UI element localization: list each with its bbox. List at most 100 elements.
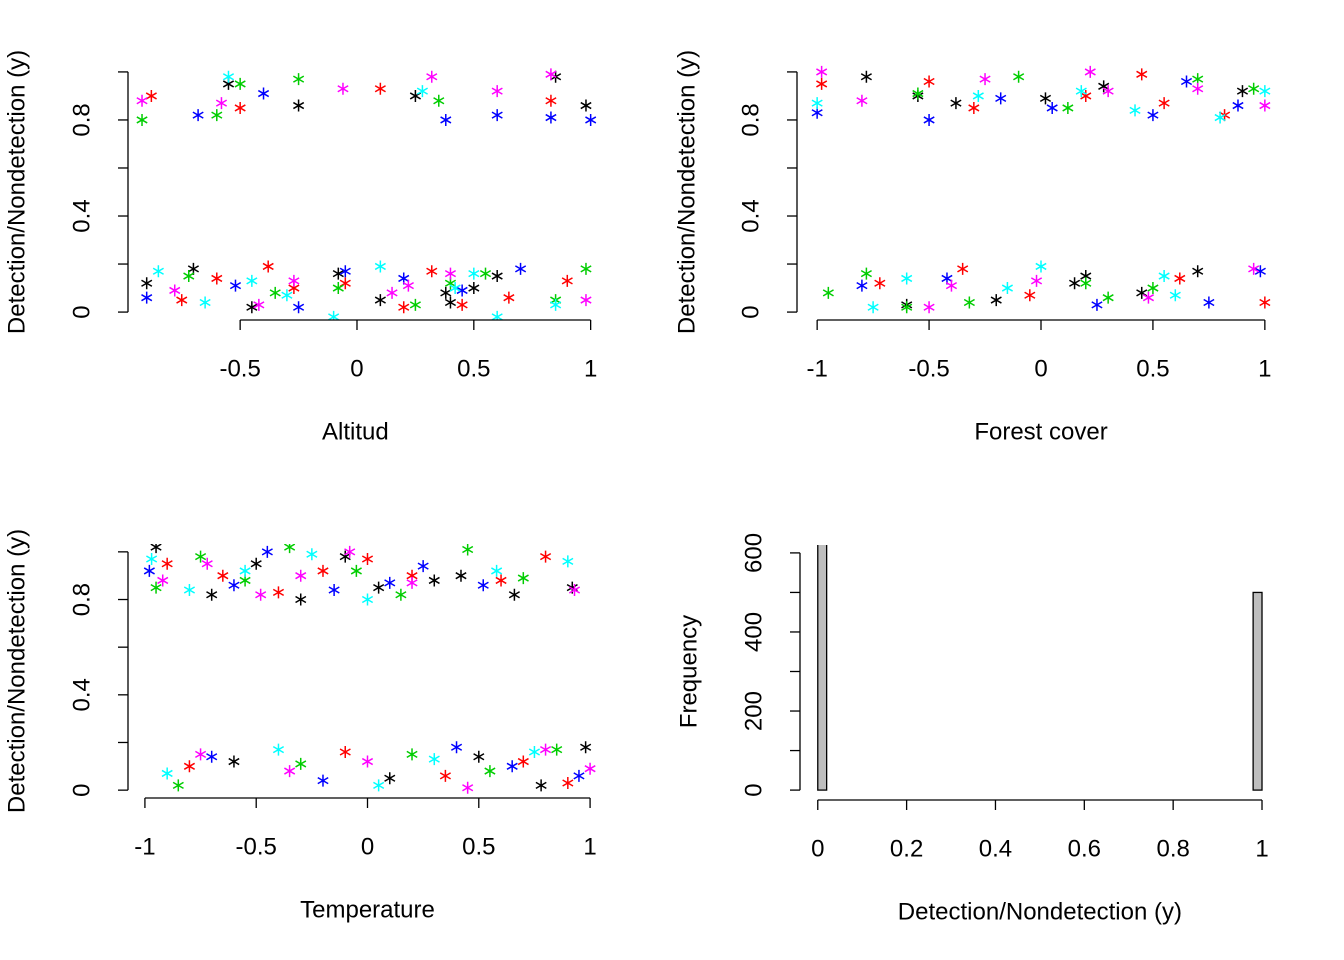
point xyxy=(1091,298,1103,311)
point xyxy=(172,779,184,792)
point xyxy=(455,569,467,582)
point xyxy=(426,265,438,278)
point xyxy=(373,581,385,594)
point xyxy=(384,576,396,589)
point xyxy=(229,279,242,292)
point xyxy=(963,296,975,309)
x-tick-label: 0.2 xyxy=(890,835,923,862)
point xyxy=(409,298,421,311)
point xyxy=(491,310,503,320)
point xyxy=(284,544,296,554)
point xyxy=(161,767,173,780)
point xyxy=(1254,265,1266,278)
plot-area xyxy=(817,545,1263,791)
point xyxy=(339,746,351,759)
point xyxy=(945,279,958,292)
point xyxy=(1147,282,1159,295)
point xyxy=(1192,265,1204,278)
point xyxy=(1158,270,1170,283)
point xyxy=(545,94,557,107)
point xyxy=(145,89,157,102)
y-axis-title: Frequency xyxy=(675,615,702,728)
point xyxy=(585,113,597,126)
panel: 0 0.4 0.8 -1 -0.5 0 0.5 1 Forest cover Detection/… xyxy=(673,50,1271,445)
x-axis-title: Detection/Nondetection (y) xyxy=(898,898,1182,925)
point xyxy=(1084,65,1096,78)
point xyxy=(361,553,374,566)
point xyxy=(1174,272,1186,285)
point xyxy=(234,77,246,90)
point xyxy=(295,569,307,582)
x-tick-label: 0.5 xyxy=(462,833,495,860)
point xyxy=(146,553,158,566)
x-tick-label: 0.8 xyxy=(1156,835,1189,862)
point xyxy=(211,272,223,285)
point xyxy=(250,557,262,570)
point xyxy=(860,70,872,83)
point xyxy=(157,574,169,587)
point xyxy=(860,267,872,280)
point xyxy=(228,755,240,768)
point xyxy=(217,569,229,582)
point xyxy=(295,593,307,606)
point xyxy=(440,113,452,126)
point xyxy=(972,89,984,102)
point xyxy=(398,301,410,314)
point xyxy=(317,774,329,787)
point xyxy=(1180,75,1193,88)
x-tick-label: -0.5 xyxy=(236,833,277,860)
y-tick-label: 0 xyxy=(68,305,95,318)
point xyxy=(306,548,318,561)
point xyxy=(361,593,374,606)
y-tick-label: 400 xyxy=(740,612,767,652)
y-tick-label: 0.4 xyxy=(68,199,95,232)
point xyxy=(811,97,823,110)
point xyxy=(990,294,1002,307)
point xyxy=(176,294,188,307)
point xyxy=(339,265,351,278)
point xyxy=(417,560,429,573)
point xyxy=(222,70,235,83)
point xyxy=(867,301,879,314)
point xyxy=(284,765,296,778)
point xyxy=(332,267,344,280)
point xyxy=(141,277,153,290)
point xyxy=(508,588,520,601)
point xyxy=(150,544,162,554)
point xyxy=(272,743,285,756)
x-tick-label: 0.5 xyxy=(457,355,490,382)
point xyxy=(517,572,529,585)
x-tick-label: -1 xyxy=(134,833,155,860)
point xyxy=(1248,82,1260,95)
point xyxy=(272,586,285,599)
x-tick-label: 1 xyxy=(1258,355,1271,382)
point xyxy=(161,557,173,570)
point xyxy=(1136,68,1148,81)
point xyxy=(1232,99,1244,112)
y-tick-label: 0.4 xyxy=(68,678,95,711)
point xyxy=(473,750,485,763)
point xyxy=(1236,85,1249,98)
point xyxy=(1136,286,1148,299)
point xyxy=(545,68,557,81)
point xyxy=(361,755,374,768)
point xyxy=(350,564,362,577)
point xyxy=(1080,277,1092,290)
point xyxy=(295,757,307,770)
y-tick-label: 0 xyxy=(737,305,764,318)
point xyxy=(183,760,196,773)
x-tick-label: 0 xyxy=(811,835,824,862)
point xyxy=(816,77,828,90)
point xyxy=(292,99,305,112)
point xyxy=(449,282,461,295)
x-tick-label: 0.4 xyxy=(979,835,1012,862)
y-tick-label: 0.4 xyxy=(737,199,764,232)
point xyxy=(1259,99,1271,112)
point xyxy=(317,564,329,577)
point xyxy=(491,109,503,122)
point xyxy=(874,277,886,290)
plot-area xyxy=(143,544,596,794)
panel: 0 0.4 0.8 -1 -0.5 0 0.5 1 Temperature Detection/N… xyxy=(3,529,596,923)
point xyxy=(1030,274,1043,287)
